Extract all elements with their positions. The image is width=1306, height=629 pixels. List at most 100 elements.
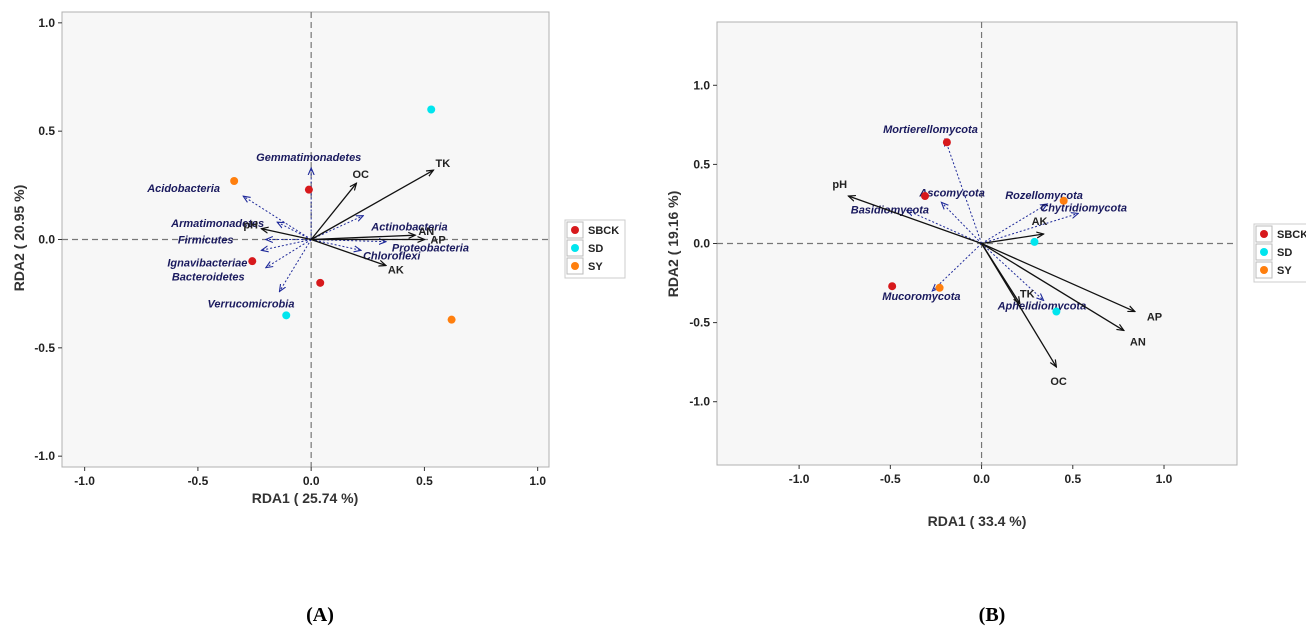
x-tick-label: 0.0 [303,474,320,488]
env-label: AP [430,235,445,247]
species-label: Gemmatimonadetes [256,152,361,164]
legend-swatch [571,226,579,234]
x-tick-label: -1.0 [789,472,810,486]
env-vectors-b: pH AK AP AN OC TK [832,179,1162,388]
y-tick-label: 1.0 [693,78,710,92]
panel-b: -1.0 -0.5 0.0 0.5 1.0 1.0 0.5 0.0 -0.5 -1.0 Morti… [665,21,1306,626]
species-label: Chloroflexi [363,250,421,262]
species-label: Actinobacteria [370,222,447,234]
y-tick-label: -0.5 [34,341,55,355]
sample-point [1052,307,1061,316]
env-label: OC [1050,376,1067,388]
legend-swatch [1260,266,1268,274]
species-arrow [945,139,983,244]
legend-label: SBCK [1277,229,1306,241]
x-tick-label: 1.0 [529,474,546,488]
sample-point [427,105,436,114]
sample-point [888,282,897,291]
sample-point [230,177,239,185]
legend-label: SD [588,243,603,255]
legend-swatch [1260,230,1268,238]
sample-point [935,283,944,292]
species-label: Proteobacteria [392,243,469,255]
x-tick-label: -0.5 [188,474,209,488]
species-arrow [261,239,312,251]
env-label: TK [1020,289,1035,301]
legend-label: SD [1277,247,1292,259]
species-label: Mucoromycota [882,291,960,303]
y-axis-label-b: RDA2 ( 19.16 %) [665,191,681,298]
species-label: Firmicutes [178,235,234,247]
species-arrow [266,239,312,268]
species-label: Mortierellomycota [883,124,978,136]
sample-point [1059,196,1068,205]
env-arrow [310,183,356,240]
x-axis-label-a: RDA1 ( 25.74 %) [252,490,359,506]
y-tick-label: 1.0 [38,16,55,30]
x-tick-label: 1.0 [1156,472,1173,486]
legend-swatch [571,262,579,270]
x-axis-label-b: RDA1 ( 33.4 %) [928,513,1027,529]
legend-label: SBCK [588,225,619,237]
y-tick-label: 0.5 [693,157,710,171]
legend-label: SY [588,261,603,273]
species-label: Ascomycota [918,187,984,199]
env-arrow [261,229,312,241]
species-arrow [981,204,1048,244]
env-arrow [981,234,1044,245]
sample-point [282,311,291,320]
env-label: AN [1130,337,1146,349]
sample-point [316,278,325,287]
species-arrow [311,239,361,251]
panel-label-a: (A) [306,604,334,626]
sample-point [1030,237,1039,246]
env-arrow [310,238,386,266]
env-arrow [981,243,1020,304]
species-arrow [310,216,363,240]
axes-b: -1.0 -0.5 0.0 0.5 1.0 1.0 0.5 0.0 -0.5 -1.0 [689,78,1172,486]
species-label: Ignavibacteriae [167,257,247,269]
species-label: Chytridiomycota [1040,202,1127,214]
x-tick-label: -0.5 [880,472,901,486]
env-arrow [848,196,982,245]
species-label: Armatimonadetes [170,218,264,230]
species-vectors-a: Gemmatimonadetes Acidobacteria Armatimonad… [146,152,469,311]
legend-swatch [1260,248,1268,256]
y-tick-label: -1.0 [689,395,710,409]
env-arrow [311,235,415,241]
axes-a: -1.0 -0.5 0.0 0.5 1.0 1.0 0.5 0.0 -0.5 -1.0 [34,16,546,488]
panel-a: -1.0 -0.5 0.0 0.5 1.0 1.0 0.5 0.0 -0.5 -1.0 Gemma… [11,11,626,626]
sample-point [304,185,313,194]
y-tick-label: 0.0 [693,237,710,251]
species-label: Aphelidiomycota [997,300,1087,312]
points-b [888,138,1068,316]
legend-swatch [571,244,579,252]
points-a [230,105,456,324]
y-tick-label: 0.0 [38,233,55,247]
species-arrow [941,202,982,244]
species-label: Acidobacteria [146,183,220,195]
species-arrow [243,196,312,240]
sample-point [942,138,951,147]
x-tick-label: 0.5 [416,474,433,488]
env-label: AP [1147,312,1162,324]
species-arrow [981,213,1079,244]
y-tick-label: -1.0 [34,449,55,463]
legend-b: SBCK SD SY [1253,223,1306,283]
species-arrow [932,243,982,291]
sample-point [447,315,456,324]
env-arrow [981,242,1135,312]
species-arrow [907,210,982,244]
env-label: AK [388,265,404,277]
panel-label-b: (B) [979,604,1006,626]
species-label: Bacteroidetes [172,272,245,284]
env-label: OC [352,169,369,181]
x-tick-label: 0.0 [973,472,990,486]
species-label: Verrucomicrobia [207,299,294,311]
sample-point [248,257,257,266]
env-arrow [310,170,433,241]
env-label: TK [435,158,450,170]
sample-point [921,192,929,201]
